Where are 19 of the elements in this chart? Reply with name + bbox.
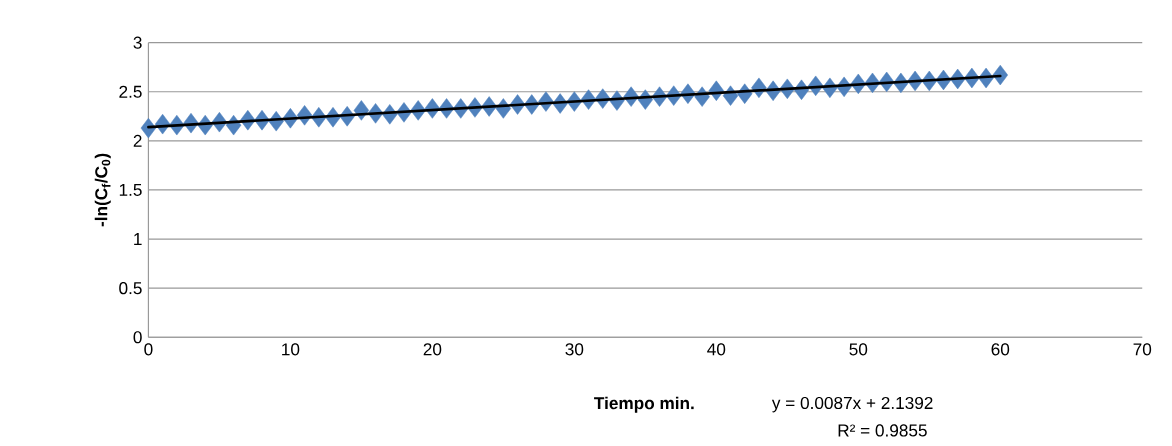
text: y = 0.0087x + 2.1392	[771, 396, 933, 413]
x-tick-label: 0	[144, 343, 153, 356]
x-tick-label: 10	[282, 343, 300, 356]
y-tick-label: 2.5	[119, 85, 142, 98]
x-tick-label: 40	[707, 343, 726, 356]
text: R² = 0.9855	[838, 424, 927, 437]
x-tick-label: 50	[849, 343, 868, 356]
y-axis-title: -ln(C$_{f}$/C$_{0}$)	[94, 153, 111, 227]
x-tick-label: 20	[423, 343, 442, 356]
y-tick-label: 3	[133, 36, 142, 49]
x-tick-label: 30	[565, 343, 584, 356]
y-tick-label: 0.5	[119, 281, 142, 295]
y-tick-label: 1.5	[119, 183, 142, 196]
y-tick-label: 0	[133, 330, 142, 344]
x-axis-title: Tiempo min.	[594, 396, 694, 413]
y-tick-label: 2	[133, 134, 142, 147]
x-tick-label: 70	[1133, 343, 1152, 356]
y-tick-label: 1	[134, 232, 142, 245]
x-tick-label: 60	[991, 343, 1010, 356]
